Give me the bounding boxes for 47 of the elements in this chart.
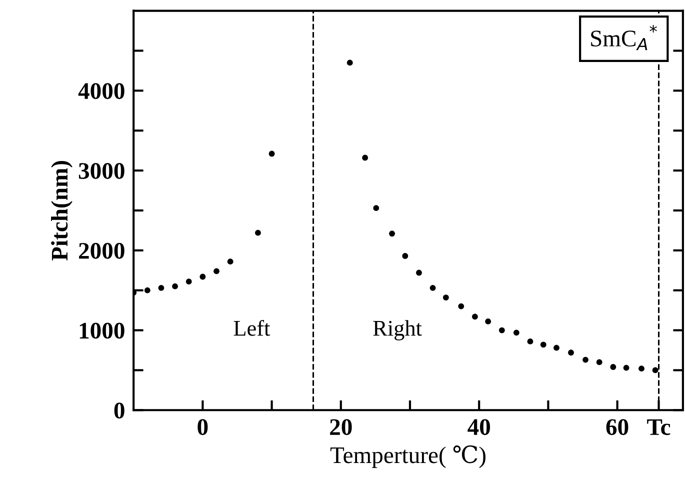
y-tick-label: 0 xyxy=(114,402,124,419)
point xyxy=(144,287,150,294)
point xyxy=(638,366,644,372)
point xyxy=(442,294,449,300)
point xyxy=(540,342,546,348)
point xyxy=(596,359,602,366)
point xyxy=(582,356,588,363)
x-axis-title: Temperture( ℃) xyxy=(330,445,486,468)
x-tick-label: Tc xyxy=(647,419,670,436)
point xyxy=(172,283,178,290)
x-tick-label: 0 xyxy=(198,419,208,436)
point xyxy=(346,60,353,66)
annotation: Left xyxy=(234,320,270,336)
point xyxy=(200,274,206,280)
point xyxy=(554,344,560,351)
point xyxy=(485,318,492,324)
annotation: Right xyxy=(373,320,422,340)
point xyxy=(498,327,505,334)
point xyxy=(416,270,422,276)
point xyxy=(458,303,464,310)
point xyxy=(568,350,574,356)
annotation: SmC$_{A}$$^{*}$ xyxy=(591,24,657,50)
point xyxy=(373,205,380,212)
point xyxy=(527,338,534,344)
point xyxy=(214,268,220,274)
point xyxy=(268,150,275,157)
x-tick-label: 40 xyxy=(468,419,490,436)
y-tick-label: 2000 xyxy=(79,242,124,259)
point xyxy=(430,284,436,291)
point xyxy=(513,330,520,336)
point xyxy=(186,278,192,284)
point xyxy=(227,258,234,265)
point xyxy=(362,154,368,161)
y-tick-label: 4000 xyxy=(78,83,124,100)
point xyxy=(652,367,658,374)
point xyxy=(255,230,261,236)
point xyxy=(402,253,408,259)
y-tick-label: 1000 xyxy=(80,322,124,339)
x-tick-label: 60 xyxy=(606,419,628,436)
point xyxy=(158,284,164,291)
y-tick-label: 3000 xyxy=(78,163,124,179)
point xyxy=(389,230,395,237)
point xyxy=(610,364,616,370)
point xyxy=(623,364,630,371)
y-axis-title: Pitch(nm) xyxy=(51,161,72,261)
x-tick-label: 20 xyxy=(330,419,352,436)
point xyxy=(472,314,478,320)
